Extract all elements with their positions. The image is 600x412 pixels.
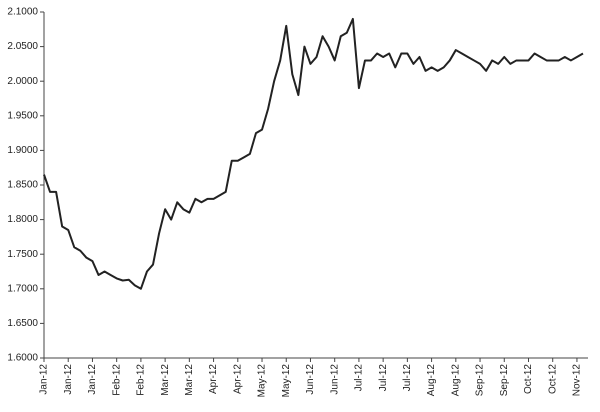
y-tick-label: 1.8000 — [7, 214, 38, 225]
x-tick-label: Aug-12 — [426, 364, 437, 397]
y-tick-label: 2.1000 — [7, 7, 38, 18]
x-tick-label: May-12 — [257, 364, 268, 398]
y-tick-label: 1.9500 — [7, 110, 38, 121]
y-tick-label: 2.0500 — [7, 41, 38, 52]
x-tick-label: Sep-12 — [499, 364, 510, 397]
y-tick-label: 1.6000 — [7, 353, 38, 364]
y-tick-label: 2.0000 — [7, 76, 38, 87]
x-tick-label: Nov-12 — [572, 364, 583, 397]
x-tick-label: May-12 — [281, 364, 292, 398]
x-tick-label: Jun-12 — [305, 364, 316, 395]
x-tick-label: Jan-12 — [39, 364, 50, 395]
x-tick-label: Mar-12 — [160, 364, 171, 396]
x-tick-label: Jan-12 — [63, 364, 74, 395]
x-tick-label: Apr-12 — [208, 364, 219, 394]
x-tick-label: Sep-12 — [475, 364, 486, 397]
x-tick-label: Oct-12 — [547, 364, 558, 394]
x-tick-label: Mar-12 — [184, 364, 195, 396]
x-tick-label: Jul-12 — [354, 364, 365, 392]
y-tick-label: 1.6500 — [7, 318, 38, 329]
y-tick-label: 1.9000 — [7, 145, 38, 156]
x-tick-label: Jul-12 — [378, 364, 389, 392]
x-tick-label: Feb-12 — [111, 364, 122, 396]
y-tick-label: 1.8500 — [7, 180, 38, 191]
line-series — [43, 17, 584, 290]
y-tick-label: 1.7500 — [7, 249, 38, 260]
x-tick-label: Jul-12 — [402, 364, 413, 392]
x-tick-label: Feb-12 — [136, 364, 147, 396]
x-tick-label: Aug-12 — [450, 364, 461, 397]
x-tick-label: Jan-12 — [87, 364, 98, 395]
y-tick-label: 1.7000 — [7, 283, 38, 294]
x-tick-label: Apr-12 — [232, 364, 243, 394]
x-tick-label: Oct-12 — [523, 364, 534, 394]
x-tick-label: Jun-12 — [329, 364, 340, 395]
